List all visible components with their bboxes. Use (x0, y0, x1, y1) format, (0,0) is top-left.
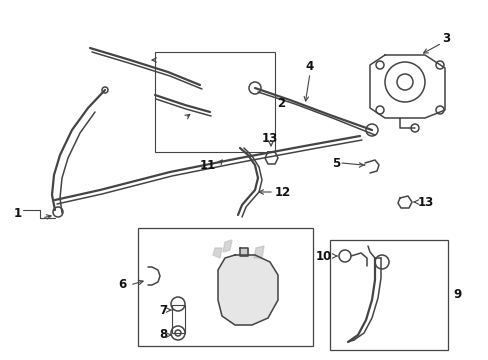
Bar (172, 305, 184, 333)
Text: 9: 9 (452, 288, 460, 302)
Polygon shape (218, 255, 278, 325)
Polygon shape (240, 248, 247, 256)
Text: 12: 12 (274, 185, 291, 198)
Text: 2: 2 (276, 96, 285, 109)
Text: 11: 11 (200, 158, 216, 171)
Text: 5: 5 (331, 157, 339, 170)
Text: 6: 6 (118, 279, 126, 292)
Text: 13: 13 (262, 131, 278, 144)
Text: 7: 7 (159, 303, 167, 316)
Text: 1: 1 (14, 207, 22, 220)
Bar (329, 240, 447, 350)
Text: 4: 4 (305, 59, 313, 72)
Polygon shape (223, 240, 231, 252)
Text: 8: 8 (159, 328, 167, 342)
Text: 13: 13 (417, 195, 433, 208)
Bar (155, 52, 274, 152)
Bar (138, 228, 312, 346)
Text: 3: 3 (441, 32, 449, 45)
Text: 10: 10 (315, 249, 331, 262)
Polygon shape (213, 248, 222, 258)
Polygon shape (253, 246, 264, 258)
